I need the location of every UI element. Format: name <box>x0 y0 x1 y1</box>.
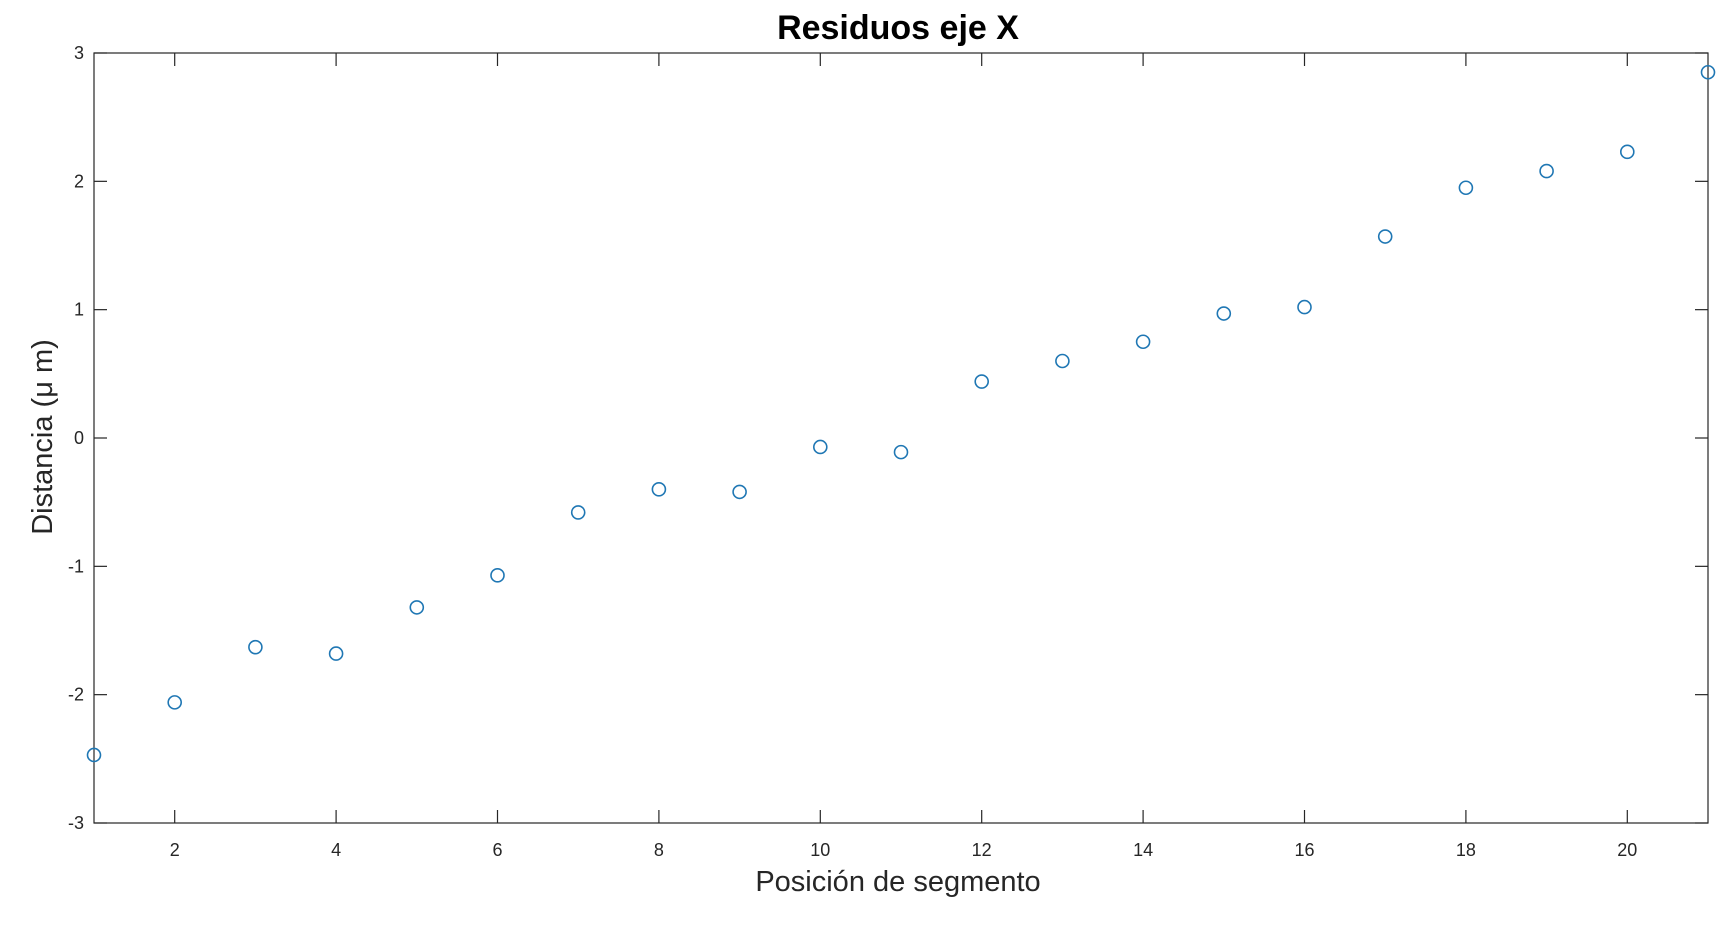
y-axis-label: Distancia (μ m) <box>27 339 59 535</box>
x-tick-label: 10 <box>810 840 830 860</box>
x-tick-label: 6 <box>492 840 502 860</box>
data-points <box>86 64 1716 763</box>
data-point <box>1377 229 1393 244</box>
chart-title: Residuos eje X <box>777 9 1019 47</box>
y-tick-label: -3 <box>68 813 84 833</box>
data-point <box>1216 306 1232 321</box>
data-point <box>1297 299 1312 315</box>
data-point <box>1055 353 1070 369</box>
x-tick-label: 12 <box>972 840 992 860</box>
data-point <box>86 747 102 763</box>
data-point <box>1700 64 1716 80</box>
data-point <box>812 439 828 455</box>
y-tick-label: -1 <box>68 556 84 576</box>
data-point <box>490 568 505 583</box>
data-point <box>732 484 747 500</box>
data-point <box>328 646 344 661</box>
data-point <box>167 695 182 710</box>
x-tick-label: 20 <box>1617 840 1637 860</box>
y-tick-label: 3 <box>74 43 84 63</box>
x-tick-label: 8 <box>654 840 664 860</box>
x-tick-label: 4 <box>331 840 341 860</box>
x-tick-label: 2 <box>170 840 180 860</box>
x-tick-label: 14 <box>1133 840 1153 860</box>
y-tick-label: 2 <box>74 171 84 191</box>
y-tick-label: 1 <box>74 300 84 320</box>
data-point <box>1458 180 1474 196</box>
data-point <box>248 639 263 655</box>
x-tick-label: 16 <box>1294 840 1314 860</box>
y-tick-label: 0 <box>74 428 84 448</box>
data-point <box>1620 144 1635 160</box>
data-point <box>1539 163 1554 179</box>
x-tick-label: 18 <box>1456 840 1476 860</box>
y-tick-label: -2 <box>68 685 84 705</box>
data-point <box>570 505 586 520</box>
data-point <box>409 600 425 615</box>
data-point <box>974 374 990 389</box>
data-point <box>1135 334 1151 350</box>
data-point <box>893 444 909 460</box>
data-point <box>651 482 667 497</box>
x-axis-label: Posición de segmento <box>755 866 1040 898</box>
